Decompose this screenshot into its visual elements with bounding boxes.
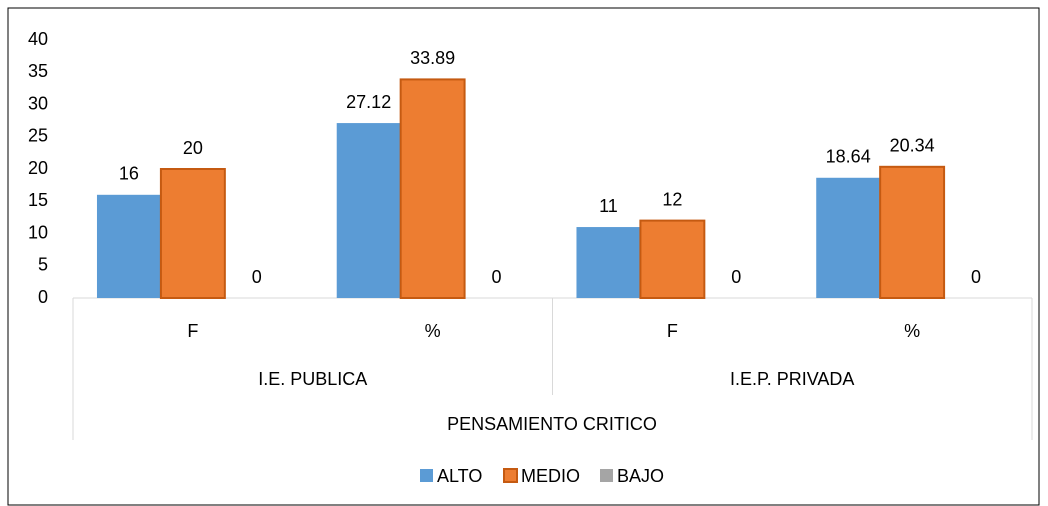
group-label: I.E.P. PRIVADA: [730, 369, 854, 389]
data-label: 0: [492, 267, 502, 287]
legend-swatch: [420, 469, 433, 482]
x-tick-label: %: [425, 321, 441, 341]
bar: [816, 177, 881, 298]
legend-label: MEDIO: [521, 466, 580, 486]
data-label: 27.12: [346, 92, 391, 112]
data-label: 20: [183, 138, 203, 158]
data-label: 12: [662, 189, 682, 209]
y-tick-label: 0: [38, 287, 48, 307]
legend-swatch: [503, 468, 518, 483]
data-label: 11: [599, 196, 618, 216]
data-label: 18.64: [826, 147, 871, 167]
y-tick-label: 35: [28, 61, 48, 81]
bar: [96, 194, 161, 298]
data-label: 0: [252, 267, 262, 287]
bar: [576, 227, 641, 298]
y-tick-label: 15: [28, 190, 48, 210]
bar: [639, 219, 706, 300]
data-label: 16: [119, 164, 139, 184]
bar: [879, 165, 946, 299]
group-label: I.E. PUBLICA: [258, 369, 367, 389]
bar: [399, 78, 466, 299]
legend-swatch: [600, 469, 613, 482]
y-tick-label: 25: [28, 126, 48, 146]
data-label: 0: [971, 267, 981, 287]
y-tick-label: 30: [28, 93, 48, 113]
y-tick-label: 5: [38, 255, 48, 275]
y-tick-label: 20: [28, 158, 48, 178]
bar: [336, 123, 401, 299]
data-label: 0: [731, 267, 741, 287]
data-label: 33.89: [410, 48, 455, 68]
legend-label: ALTO: [437, 466, 482, 486]
bar: [159, 168, 226, 299]
data-label: 20.34: [890, 136, 935, 156]
y-tick-label: 10: [28, 222, 48, 242]
legend-label: BAJO: [617, 466, 664, 486]
x-tick-label: F: [187, 321, 198, 341]
chart-border: [7, 7, 1040, 506]
y-tick-label: 40: [28, 29, 48, 49]
x-tick-label: %: [904, 321, 920, 341]
x-tick-label: F: [667, 321, 678, 341]
category-super-group: PENSAMIENTO CRITICO: [447, 414, 657, 434]
